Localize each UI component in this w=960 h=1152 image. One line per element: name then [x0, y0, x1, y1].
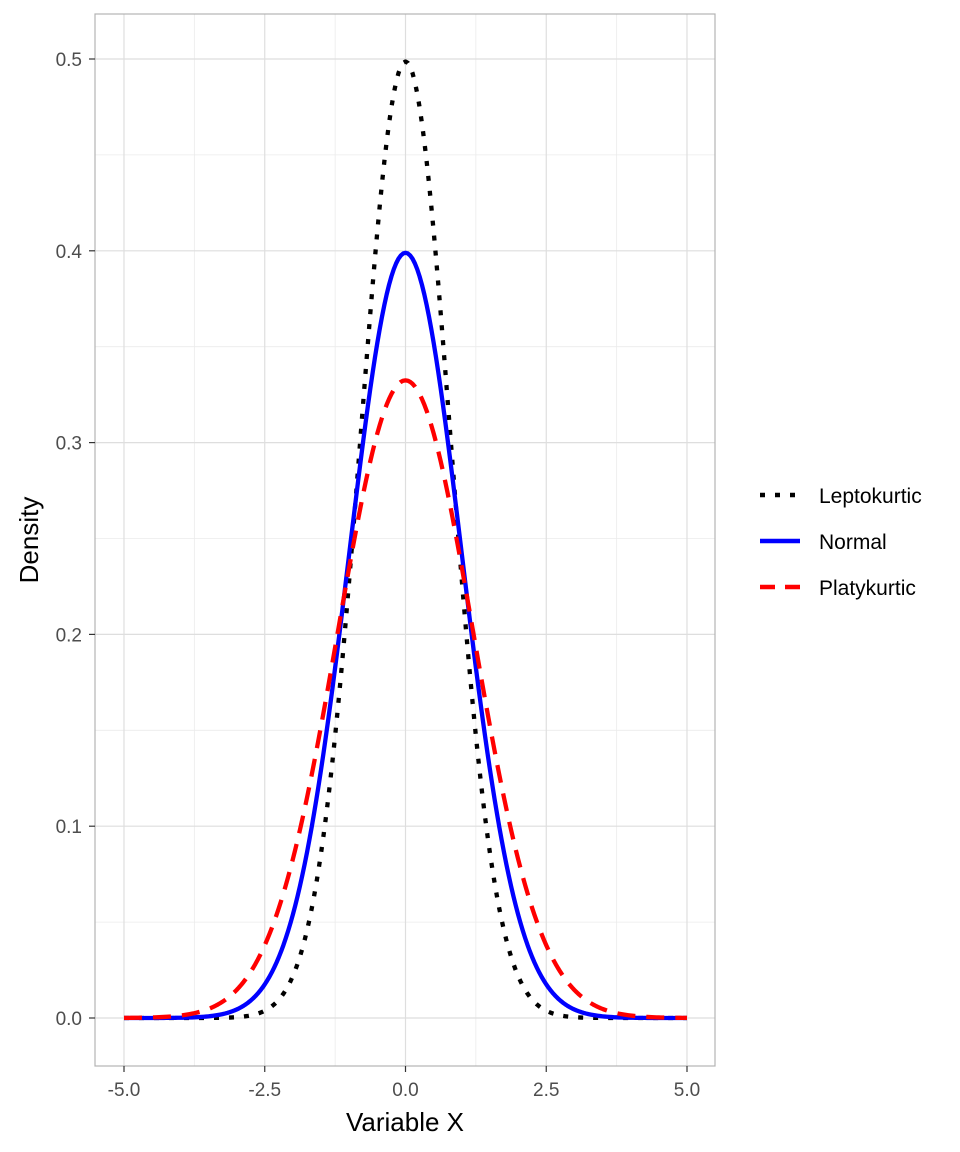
y-tick-label: 0.0 — [56, 1009, 82, 1030]
x-axis-ticks: -5.0 -2.5 0.0 2.5 5.0 — [108, 1066, 700, 1101]
x-tick-label: 2.5 — [533, 1080, 559, 1101]
series-lines — [123, 59, 688, 1021]
legend-label-leptokurtic: Leptokurtic — [819, 485, 922, 508]
legend-label-normal: Normal — [819, 531, 887, 554]
x-tick-label: 5.0 — [674, 1080, 700, 1101]
grid-lines — [95, 14, 715, 1066]
y-tick-label: 0.1 — [56, 817, 82, 838]
y-tick-label: 0.3 — [56, 434, 82, 455]
legend: Leptokurtic Normal Platykurtic — [760, 485, 922, 600]
x-tick-label: -2.5 — [248, 1080, 281, 1101]
x-tick-label: -5.0 — [108, 1080, 141, 1101]
series-line-platykurtic — [123, 378, 688, 1021]
y-axis-ticks: 0.0 0.1 0.2 0.3 0.4 0.5 — [56, 50, 95, 1030]
series-line-leptokurtic — [124, 59, 687, 1021]
x-tick-label: 0.0 — [392, 1080, 418, 1101]
x-axis-title: Variable X — [346, 1107, 464, 1137]
legend-label-platykurtic: Platykurtic — [819, 577, 916, 600]
y-tick-label: 0.2 — [56, 625, 82, 646]
y-tick-label: 0.4 — [56, 242, 83, 263]
y-tick-label: 0.5 — [56, 50, 82, 71]
y-axis-title: Density — [14, 497, 44, 584]
series-line-normal — [124, 250, 687, 1021]
